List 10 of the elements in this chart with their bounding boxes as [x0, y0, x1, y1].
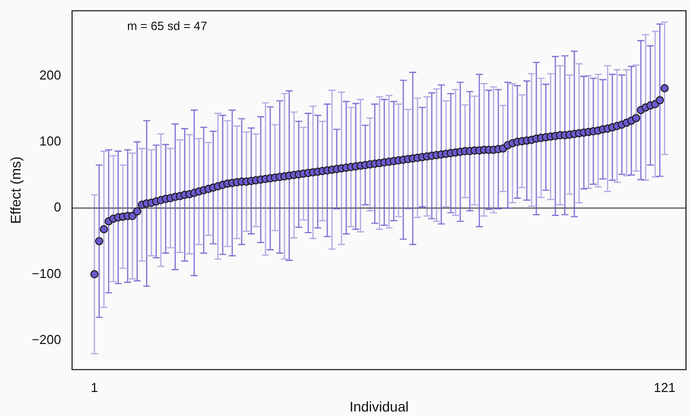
x-axis-title: Individual [349, 398, 409, 414]
x-tick-label: 1 [90, 380, 98, 395]
y-axis-title: Effect (ms) [7, 156, 24, 224]
y-tick-label: 200 [39, 67, 62, 82]
x-tick-label: 121 [654, 380, 676, 395]
y-tick-label: −100 [32, 266, 62, 281]
y-tick-label: 0 [54, 200, 62, 215]
y-tick-label: 100 [39, 133, 62, 148]
y-tick-label: −200 [32, 332, 62, 348]
annotation: m = 65 sd = 47 [127, 19, 208, 34]
